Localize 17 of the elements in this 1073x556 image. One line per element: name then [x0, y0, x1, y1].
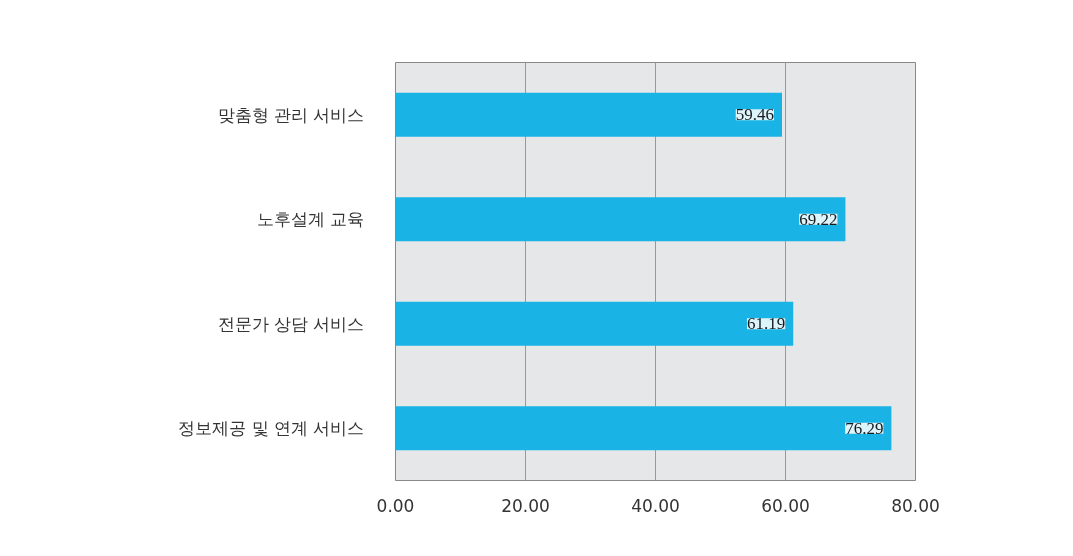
data-label: 76.29 [845, 418, 884, 438]
x-tick-label: 80.00 [891, 495, 940, 516]
data-label: 69.22 [799, 209, 838, 229]
bar [395, 197, 846, 242]
y-tick-label: 정보제공 및 연계 서비스 [178, 418, 365, 439]
x-tick-label: 60.00 [761, 495, 810, 516]
x-tick-label: 0.00 [376, 495, 415, 516]
y-tick-label: 노후설계 교육 [257, 209, 365, 230]
data-label: 59.46 [735, 105, 774, 125]
x-tick-label: 20.00 [501, 495, 550, 516]
y-tick-label: 전문가 상담 서비스 [217, 313, 365, 334]
x-tick-label: 40.00 [631, 495, 680, 516]
y-tick-label: 맞춤형 관리 서비스 [217, 104, 365, 125]
bar [395, 92, 782, 137]
bar [395, 301, 794, 346]
bar [395, 406, 892, 451]
data-label: 61.19 [746, 314, 786, 334]
